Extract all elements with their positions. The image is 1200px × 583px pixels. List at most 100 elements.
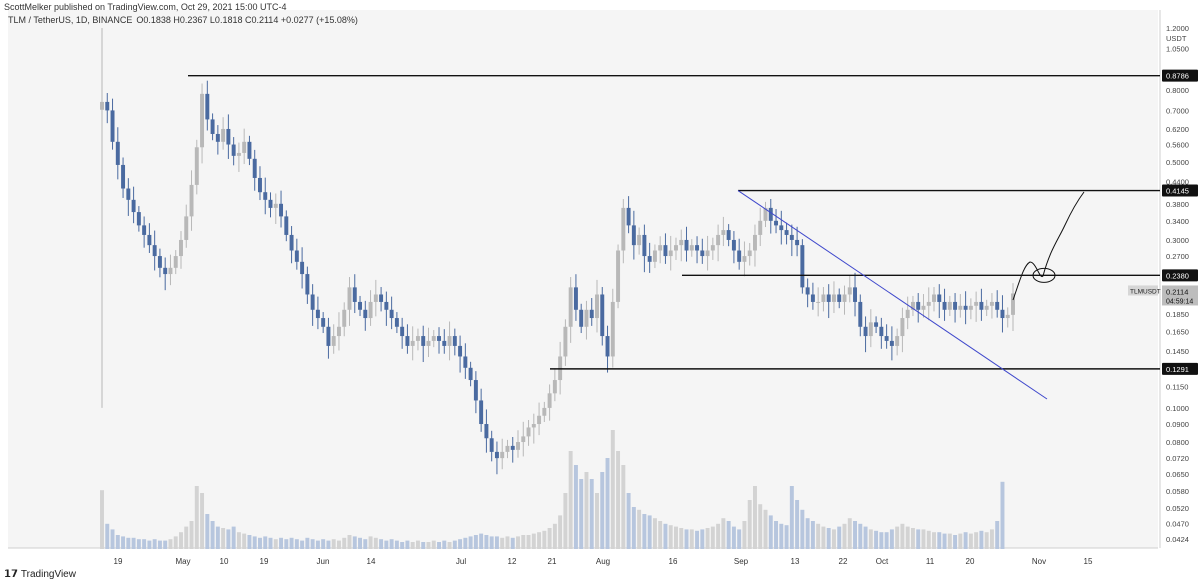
- volume-bar: [589, 479, 594, 549]
- candle-body: [805, 287, 810, 295]
- candle-body: [394, 318, 399, 327]
- candle-body: [258, 177, 262, 193]
- volume-bar: [358, 537, 363, 549]
- candle-body: [100, 101, 104, 110]
- volume-bar: [910, 528, 915, 549]
- candle-body: [795, 239, 800, 246]
- candle-body: [521, 436, 526, 443]
- candle-body: [273, 203, 278, 208]
- level-tag: [1162, 362, 1198, 375]
- y-tick-label: 0.6200: [1166, 125, 1189, 134]
- candle-body: [331, 336, 336, 346]
- candle-body: [310, 294, 315, 310]
- candle-body: [652, 250, 657, 262]
- volume-bar: [858, 523, 863, 549]
- volume-bar: [447, 542, 452, 549]
- candle-body: [300, 261, 305, 275]
- volume-bar: [379, 539, 384, 549]
- volume-bar: [958, 533, 963, 549]
- volume-bar: [131, 537, 136, 549]
- candle-body: [505, 445, 510, 452]
- candle-body: [526, 427, 531, 437]
- volume-bar: [363, 539, 368, 549]
- projection-drawing: [1012, 191, 1085, 301]
- candle-body: [984, 305, 989, 310]
- x-tick-label: 13: [791, 557, 800, 566]
- y-tick-label: 0.1150: [1166, 383, 1188, 392]
- volume-bar: [805, 518, 810, 549]
- candle-body: [463, 356, 468, 368]
- volume-bar: [205, 514, 210, 549]
- y-tick-label: 0.2700: [1166, 252, 1189, 261]
- candle-body: [168, 267, 173, 275]
- volume-bar: [389, 539, 394, 549]
- candle-body: [194, 147, 199, 185]
- volume-bar: [674, 526, 678, 549]
- candle-body: [152, 245, 157, 257]
- volume-bar: [600, 472, 605, 549]
- candle-body: [189, 184, 194, 217]
- volume-bar: [900, 523, 905, 549]
- candle-body: [305, 274, 310, 295]
- volume-bar: [505, 536, 510, 549]
- candle-body: [826, 294, 831, 302]
- candle-body: [537, 415, 542, 425]
- volume-bar: [263, 536, 268, 549]
- candle-body: [689, 245, 694, 251]
- candle-body: [700, 250, 705, 257]
- candle-body: [231, 144, 236, 156]
- y-tick-label: 0.0580: [1166, 487, 1189, 496]
- volume-bar: [516, 536, 520, 549]
- y-tick-label: 0.0720: [1166, 454, 1189, 463]
- candle-body: [415, 336, 420, 341]
- candle-body: [726, 230, 731, 240]
- candle-body: [647, 256, 652, 262]
- volume-bar: [853, 521, 857, 549]
- candle-body: [252, 158, 257, 178]
- volume-bar: [537, 532, 542, 549]
- candle-body: [874, 322, 879, 327]
- candle-body: [816, 301, 821, 303]
- candle-body: [710, 245, 715, 251]
- trend-line: [737, 190, 1048, 400]
- volume-bar: [310, 539, 315, 549]
- volume-bar: [737, 529, 742, 549]
- volume-bar: [916, 529, 921, 549]
- candle-body: [668, 250, 673, 257]
- candle-body: [821, 294, 826, 302]
- candle-body: [131, 199, 136, 213]
- volume-bar: [442, 540, 447, 549]
- volume-bar: [763, 509, 768, 549]
- volume-bar: [937, 532, 942, 549]
- volume-bar: [668, 525, 673, 549]
- candle-body: [542, 407, 547, 416]
- plot-area: [8, 10, 1158, 548]
- candle-body: [221, 128, 226, 142]
- candle-body: [758, 220, 763, 235]
- candle-body: [552, 380, 557, 394]
- candle-body: [447, 336, 452, 346]
- tradingview-footer: 𝟭𝟳 TradingView: [4, 567, 76, 581]
- volume-bar: [968, 533, 973, 549]
- volume-bar: [342, 537, 347, 549]
- candle-body: [784, 230, 789, 235]
- volume-bar: [468, 536, 473, 549]
- candle-body: [995, 301, 1000, 310]
- volume-bar: [847, 518, 852, 549]
- volume-bar: [410, 542, 415, 549]
- candle-body: [373, 294, 378, 302]
- volume-bar: [437, 542, 441, 549]
- candle-body: [179, 239, 183, 257]
- volume-bar: [510, 537, 515, 549]
- volume-bar: [779, 523, 784, 549]
- candle-body: [600, 294, 605, 337]
- candle-body: [437, 336, 441, 341]
- volume-bar: [995, 521, 1000, 549]
- candle-body: [774, 220, 779, 226]
- volume-bar: [921, 529, 926, 549]
- candle-body: [458, 345, 463, 357]
- volume-bar: [236, 532, 241, 549]
- volume-bar: [126, 537, 131, 549]
